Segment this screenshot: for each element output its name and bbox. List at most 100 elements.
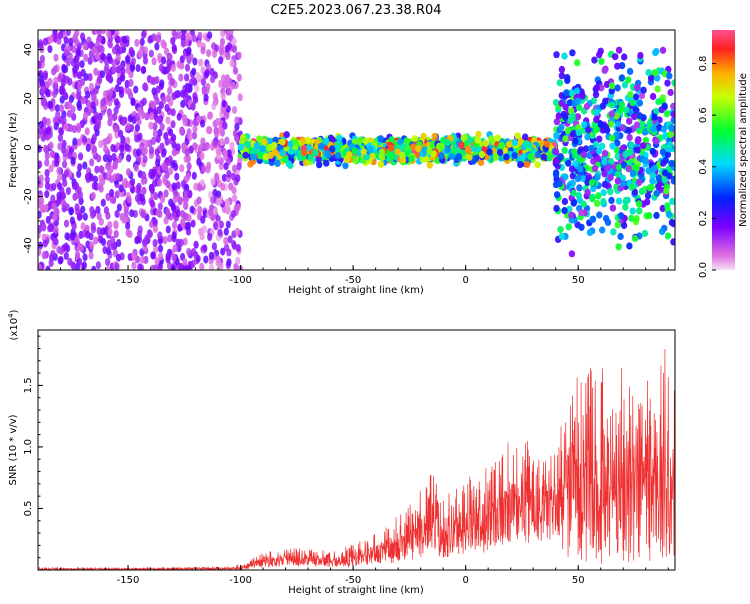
heatmap-cell	[90, 101, 96, 110]
heatmap-cell	[253, 142, 260, 150]
heatmap-cell	[95, 36, 102, 45]
heatmap-cell	[221, 99, 227, 108]
heatmap-cell	[219, 137, 225, 146]
heatmap-cell	[592, 140, 600, 149]
heatmap-cell	[94, 52, 100, 61]
heatmap-cell	[70, 105, 76, 114]
heatmap-cell	[185, 154, 191, 163]
heatmap-cell	[615, 163, 623, 171]
heatmap-cell	[60, 191, 67, 200]
heatmap-cell	[100, 238, 107, 246]
heatmap-cell	[567, 107, 575, 115]
heatmap-cell	[204, 69, 210, 78]
heatmap-cell	[220, 182, 226, 191]
heatmap-cell	[608, 87, 615, 95]
heatmap-cell	[113, 220, 119, 229]
heatmap-cell	[172, 195, 178, 204]
heatmap-cell	[49, 150, 56, 159]
heatmap-cell	[183, 94, 189, 103]
heatmap-cell	[517, 137, 525, 145]
heatmap-cell	[653, 189, 661, 197]
heatmap-cell	[568, 165, 576, 173]
heatmap-cell	[211, 242, 217, 251]
heatmap-cell	[47, 45, 53, 54]
heatmap-cell	[669, 197, 675, 205]
heatmap-cell	[568, 211, 575, 219]
heatmap-cell	[664, 79, 671, 87]
heatmap-cell	[218, 262, 224, 270]
snr-x-label: Height of straight line (km)	[288, 585, 424, 596]
heatmap-cell	[91, 181, 97, 190]
heatmap-cell	[168, 166, 174, 175]
heatmap-cell	[165, 94, 171, 103]
heatmap-cell	[172, 244, 178, 253]
heatmap-cell	[455, 153, 463, 161]
heatmap-cell	[591, 56, 598, 64]
heatmap-cell	[580, 151, 588, 159]
heatmap-cell	[237, 143, 245, 151]
heatmap-cell	[574, 175, 582, 183]
heatmap-cell	[51, 90, 58, 98]
heatmap-cell	[111, 46, 118, 55]
heatmap-cell	[180, 39, 186, 48]
heatmap-cell	[597, 121, 605, 129]
heatmap-cell	[399, 151, 406, 159]
heatmap-cell	[198, 227, 204, 236]
heatmap-cell	[481, 145, 488, 153]
heatmap-cell	[196, 196, 202, 205]
heatmap-cell	[212, 139, 218, 148]
heatmap-cell	[608, 110, 615, 118]
heatmap-cell	[150, 136, 157, 145]
heatmap-cell	[323, 149, 331, 157]
heatmap-cell	[355, 137, 362, 146]
heatmap-cell	[316, 161, 323, 169]
heatmap-cell	[148, 121, 154, 130]
heatmap-cell	[449, 152, 456, 160]
heatmap-cell	[650, 125, 657, 133]
heatmap-cell	[115, 172, 121, 181]
heatmap-cell	[113, 230, 119, 238]
snr-frame	[37, 329, 676, 571]
heatmap-cell	[608, 134, 616, 142]
heatmap-cell	[190, 259, 196, 268]
heatmap-cell	[645, 167, 653, 175]
heatmap-cell	[482, 139, 490, 147]
heatmap-cell	[668, 218, 675, 227]
heatmap-cell	[57, 134, 64, 142]
heatmap-cell	[83, 111, 89, 120]
heatmap-cell	[107, 154, 113, 163]
heatmap-cell	[190, 76, 196, 85]
heatmap-cell	[388, 136, 395, 144]
heatmap-cell	[553, 191, 561, 199]
heatmap-cell	[50, 250, 56, 258]
heatmap-cell	[214, 172, 220, 181]
heatmap-cell	[178, 238, 184, 247]
heatmap-cell	[113, 106, 119, 115]
heatmap-cell	[182, 118, 188, 127]
heatmap-cell	[667, 130, 674, 139]
heatmap-cell	[44, 158, 50, 167]
heatmap-cell	[154, 148, 160, 157]
heatmap-cell	[450, 146, 458, 154]
heatmap-cell	[626, 117, 633, 125]
heatmap-cell	[99, 45, 105, 54]
heatmap-cell	[224, 74, 230, 83]
heatmap-cell	[232, 194, 238, 203]
heatmap-cell	[58, 104, 65, 113]
heatmap-cell	[603, 80, 611, 89]
heatmap-cell	[52, 30, 58, 36]
heatmap-cell	[45, 265, 51, 270]
heatmap-cell	[98, 174, 104, 183]
heatmap-cell	[203, 142, 210, 151]
heatmap-cell	[107, 227, 113, 236]
heatmap-cell	[139, 37, 145, 46]
heatmap-cell	[564, 76, 571, 84]
heatmap-cell	[618, 62, 626, 70]
heatmap-cell	[262, 153, 270, 161]
heatmap-cell	[105, 136, 111, 145]
heatmap-cell	[153, 264, 159, 270]
heatmap-cell	[106, 169, 112, 178]
heatmap-cell	[426, 147, 433, 155]
heatmap-cell	[186, 46, 192, 55]
heatmap-cell	[100, 52, 106, 61]
